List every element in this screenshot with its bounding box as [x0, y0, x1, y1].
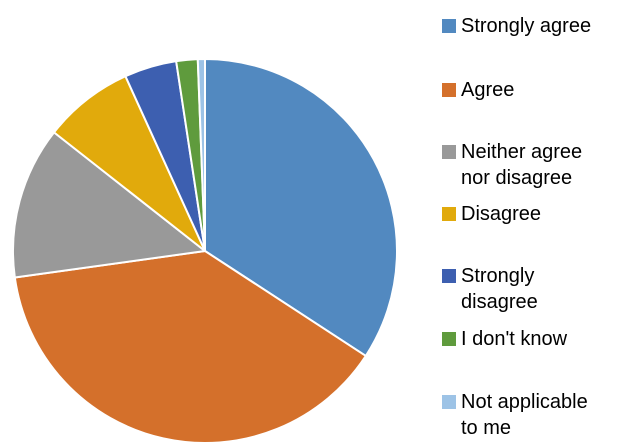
legend-item: Strongly disagree — [442, 263, 620, 315]
legend-swatch — [442, 83, 456, 97]
legend-swatch — [442, 207, 456, 221]
legend-label: Strongly agree — [461, 15, 592, 37]
legend-label: I don't know — [461, 328, 568, 350]
legend-swatch — [442, 332, 456, 346]
legend-swatch — [442, 395, 456, 409]
legend-swatch — [442, 145, 456, 159]
legend-label: Strongly disagree — [461, 265, 538, 313]
pie-slice-not-applicable-to-me — [196, 58, 206, 252]
pie-slice-neither-agree-nor-disagree — [12, 131, 206, 279]
legend-label: Not applicable to me — [461, 391, 588, 439]
legend-label: Neither agree nor disagree — [461, 141, 583, 189]
legend-item: I don't know — [442, 326, 620, 352]
legend-item: Neither agree nor disagree — [442, 139, 620, 191]
legend-item: Strongly agree — [442, 13, 620, 39]
legend-swatch — [442, 19, 456, 33]
legend-item: Not applicable to me — [442, 389, 620, 441]
legend-label: Agree — [461, 79, 515, 101]
legend-item: Disagree — [442, 201, 620, 227]
legend-label: Disagree — [461, 203, 542, 225]
pie-slice-agree — [13, 250, 367, 443]
legend-swatch — [442, 269, 456, 283]
legend-item: Agree — [442, 77, 620, 103]
